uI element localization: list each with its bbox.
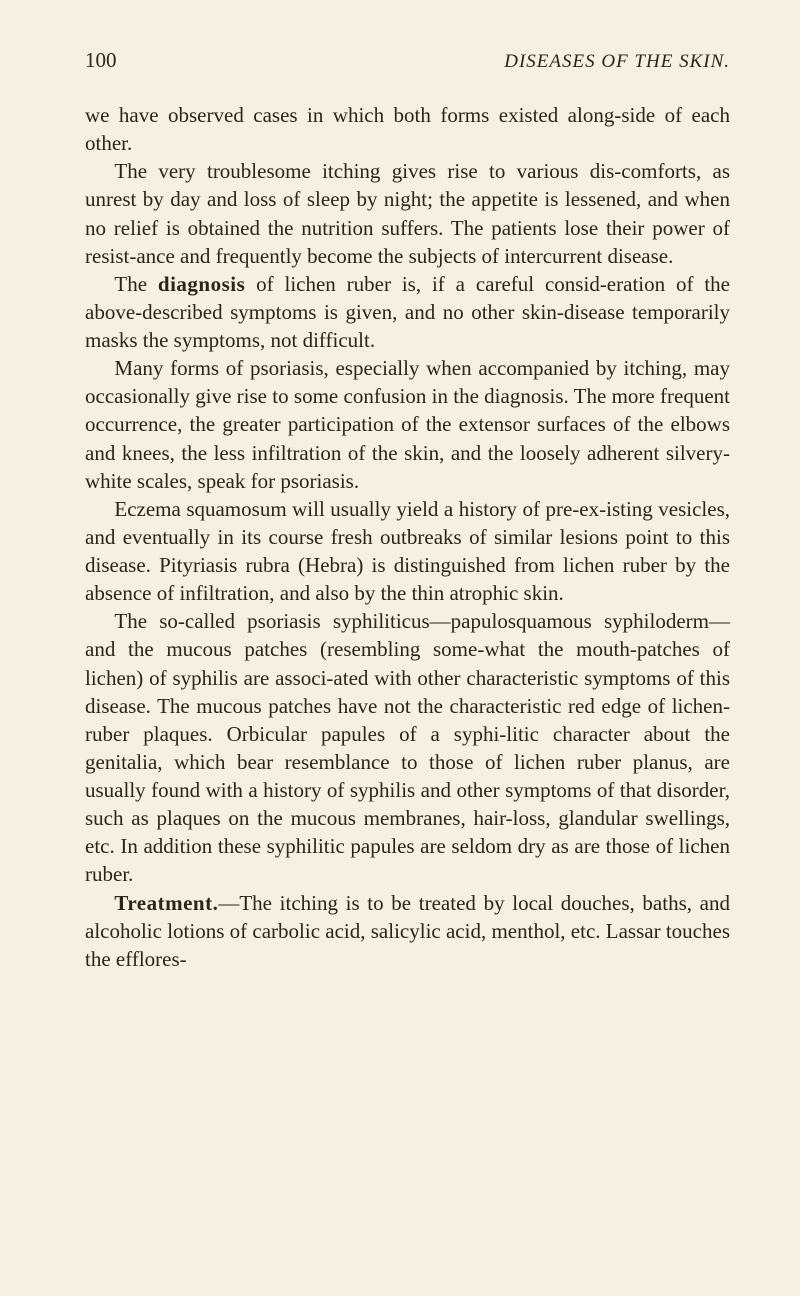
paragraph: Treatment.—The itching is to be treated … (85, 889, 730, 973)
running-title: DISEASES OF THE SKIN. (504, 51, 730, 73)
paragraph: Many forms of psoriasis, especially when… (85, 354, 730, 495)
page-header: 100 DISEASES OF THE SKIN. (85, 48, 730, 73)
body-text: we have observed cases in which both for… (85, 101, 730, 973)
paragraph: Eczema squamosum will usually yield a hi… (85, 495, 730, 608)
term-treatment: Treatment. (114, 891, 218, 915)
page-number: 100 (85, 48, 117, 73)
term-diagnosis: diagnosis (158, 272, 245, 296)
paragraph: we have observed cases in which both for… (85, 101, 730, 157)
paragraph: The very troublesome itching gives rise … (85, 157, 730, 270)
document-page: 100 DISEASES OF THE SKIN. we have observ… (0, 0, 800, 1013)
text-fragment: The (114, 272, 158, 296)
paragraph: The diagnosis of lichen ruber is, if a c… (85, 270, 730, 354)
paragraph: The so-called psoriasis syphiliticus—pap… (85, 607, 730, 888)
